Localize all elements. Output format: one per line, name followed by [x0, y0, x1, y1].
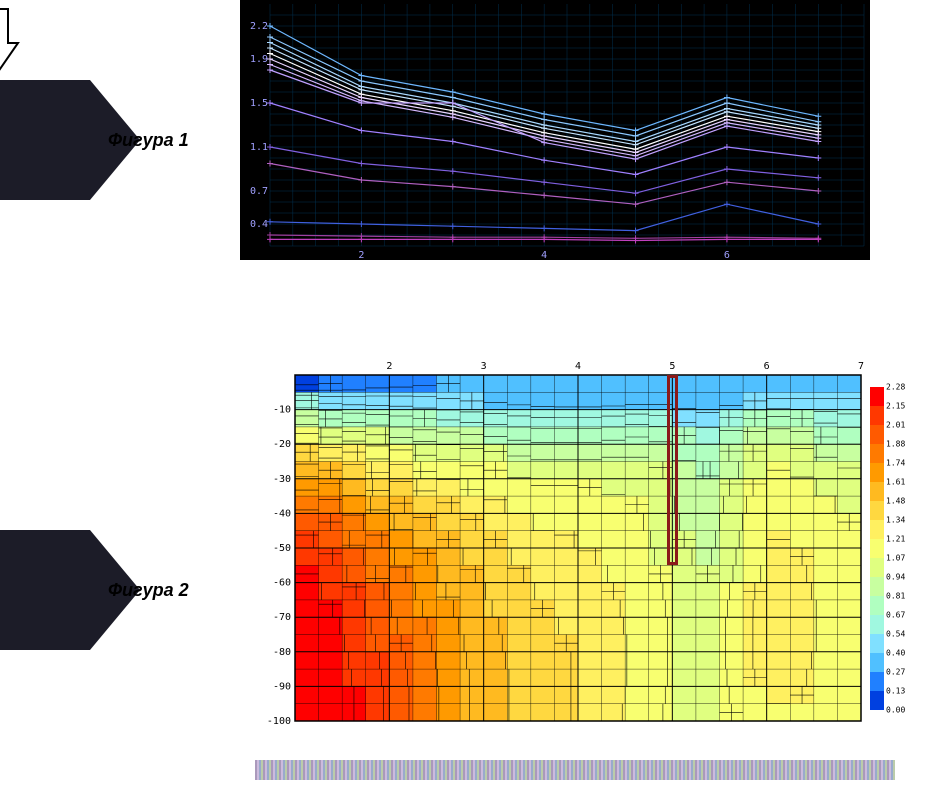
svg-text:-50: -50 — [273, 543, 291, 554]
svg-text:-20: -20 — [273, 439, 291, 450]
svg-text:0.7: 0.7 — [250, 186, 268, 197]
svg-text:6: 6 — [724, 250, 730, 260]
colorbar: 2.282.152.011.881.741.611.481.341.211.07… — [870, 387, 900, 710]
svg-text:-10: -10 — [273, 405, 291, 416]
arrow-down-icon — [0, 5, 22, 80]
svg-text:5: 5 — [669, 361, 675, 372]
svg-text:2: 2 — [386, 361, 392, 372]
noise-strip — [255, 760, 895, 780]
line-chart-svg: 2 4 6 0.4 0.7 1.1 1.5 1.9 2.2 — [240, 0, 870, 260]
svg-text:6: 6 — [764, 361, 770, 372]
svg-text:-90: -90 — [273, 681, 291, 692]
figure-2-contour-map: 2 3 4 5 6 7 -10 -20 -30 -40 -50 -60 -70 -80 -90 -100 2.… — [255, 355, 900, 735]
svg-text:4: 4 — [541, 250, 547, 260]
pentagon-marker-1 — [0, 80, 90, 200]
svg-text:-60: -60 — [273, 578, 291, 589]
figure-1-label: Фигура 1 — [108, 130, 189, 151]
svg-text:2: 2 — [358, 250, 364, 260]
pentagon-marker-2 — [0, 530, 90, 650]
contour-svg: 2 3 4 5 6 7 -10 -20 -30 -40 -50 -60 -70 -80 -90 -100 — [255, 355, 865, 725]
figure-1-line-chart: 2 4 6 0.4 0.7 1.1 1.5 1.9 2.2 — [240, 0, 870, 260]
svg-text:1.1: 1.1 — [250, 142, 268, 153]
svg-text:-100: -100 — [267, 716, 291, 725]
svg-text:-70: -70 — [273, 612, 291, 623]
svg-text:7: 7 — [858, 361, 864, 372]
svg-text:0.4: 0.4 — [250, 219, 268, 230]
svg-text:2.2: 2.2 — [250, 21, 268, 32]
svg-text:4: 4 — [575, 361, 581, 372]
svg-text:1.9: 1.9 — [250, 54, 268, 65]
figure-2-label: Фигура 2 — [108, 580, 189, 601]
annotation-rectangle — [667, 375, 678, 565]
svg-text:1.5: 1.5 — [250, 98, 268, 109]
svg-text:-40: -40 — [273, 508, 291, 519]
svg-text:-80: -80 — [273, 647, 291, 658]
svg-text:3: 3 — [481, 361, 487, 372]
svg-text:-30: -30 — [273, 474, 291, 485]
